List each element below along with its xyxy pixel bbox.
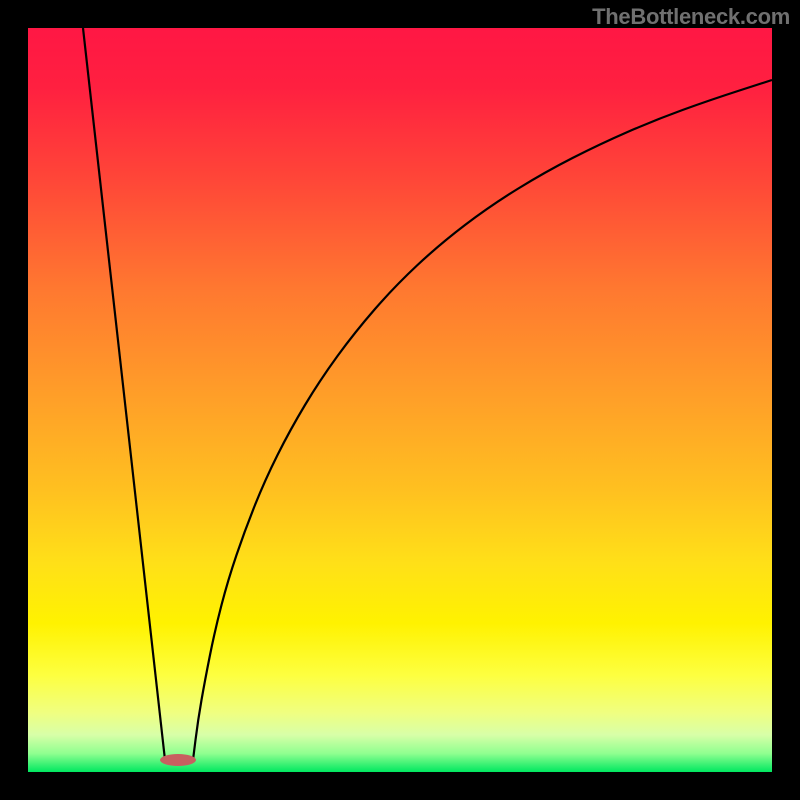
plot-gradient-background (28, 28, 772, 772)
bottleneck-chart (0, 0, 800, 800)
watermark-text: TheBottleneck.com (592, 4, 790, 30)
chart-container: TheBottleneck.com (0, 0, 800, 800)
bottleneck-marker (160, 754, 196, 766)
